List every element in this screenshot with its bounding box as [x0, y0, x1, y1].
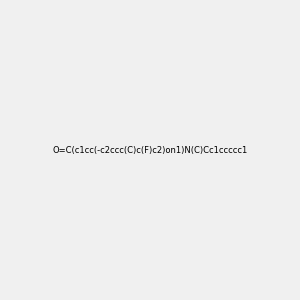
Text: O=C(c1cc(-c2ccc(C)c(F)c2)on1)N(C)Cc1ccccc1: O=C(c1cc(-c2ccc(C)c(F)c2)on1)N(C)Cc1cccc… — [52, 146, 247, 154]
